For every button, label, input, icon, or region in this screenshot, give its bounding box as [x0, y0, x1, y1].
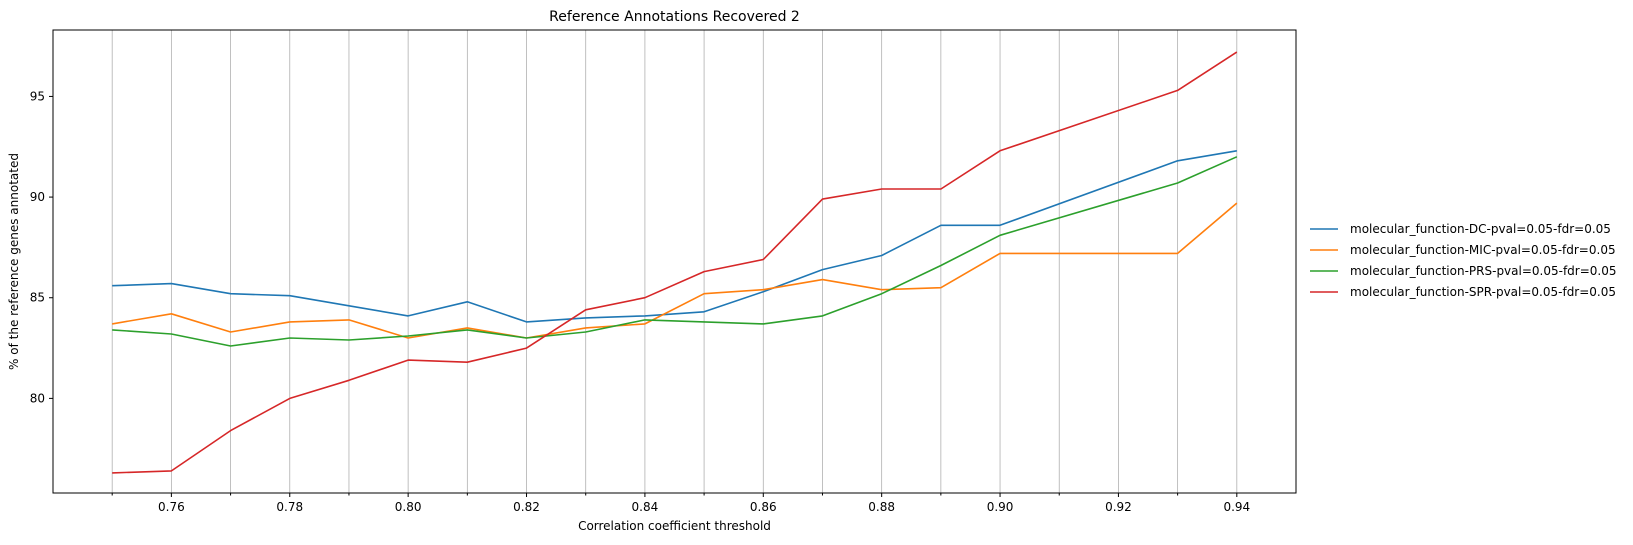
y-tick-label: 85	[30, 291, 45, 305]
series-line	[112, 156, 1238, 347]
x-tick-label: 0.78	[276, 500, 303, 514]
x-tick-label: 0.86	[750, 500, 777, 514]
x-tick-label: 0.82	[513, 500, 540, 514]
x-tick-label: 0.76	[158, 500, 185, 514]
chart-title: Reference Annotations Recovered 2	[549, 9, 800, 25]
x-tick-label: 0.94	[1223, 500, 1250, 514]
y-tick-label: 80	[30, 391, 45, 405]
y-tick-label: 90	[30, 190, 45, 204]
series-layer	[112, 51, 1238, 474]
legend-label: molecular_function-SPR-pval=0.05-fdr=0.0…	[1350, 285, 1616, 299]
series-line	[112, 202, 1238, 339]
x-axis-label: Correlation coefficient threshold	[578, 519, 771, 533]
x-tick-label: 0.92	[1105, 500, 1132, 514]
plot-frame	[52, 29, 1297, 494]
y-axis: 80 85 90 95	[30, 89, 53, 405]
x-axis: 0.76 0.78 0.80 0.82 0.84 0.86 0.88 0.90 0.92 0.94	[111, 493, 1250, 514]
grid-layer	[111, 30, 1238, 493]
legend: molecular_function-DC-pval=0.05-fdr=0.05…	[1310, 222, 1617, 299]
x-tick-label: 0.84	[632, 500, 659, 514]
legend-label: molecular_function-MIC-pval=0.05-fdr=0.0…	[1350, 243, 1616, 257]
y-axis-label: % of the reference genes annotated	[7, 153, 21, 370]
series-line	[112, 150, 1237, 323]
x-tick-label: 0.90	[987, 500, 1014, 514]
legend-label: molecular_function-PRS-pval=0.05-fdr=0.0…	[1350, 264, 1617, 278]
x-tick-label: 0.88	[868, 500, 895, 514]
series-line	[112, 51, 1238, 474]
y-tick-label: 95	[30, 89, 45, 103]
x-tick-label: 0.80	[395, 500, 422, 514]
legend-label: molecular_function-DC-pval=0.05-fdr=0.05	[1350, 222, 1611, 236]
